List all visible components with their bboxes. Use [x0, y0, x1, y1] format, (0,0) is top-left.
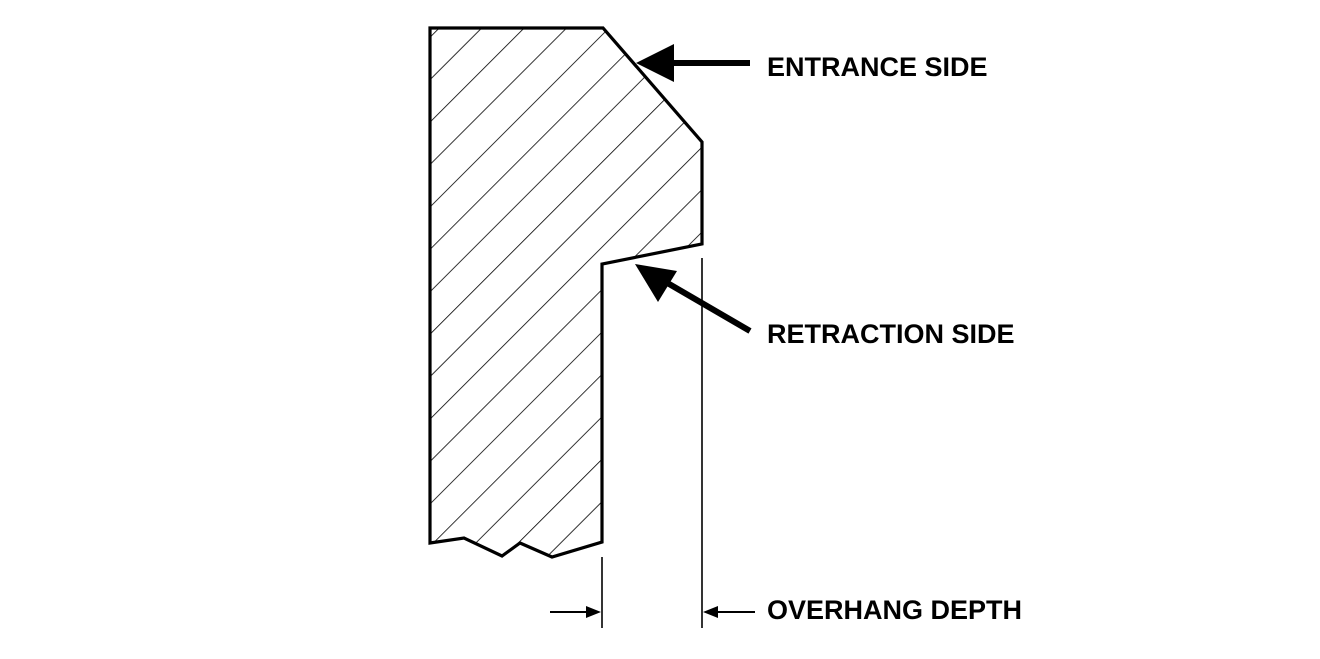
entrance-side-arrow: [636, 44, 750, 82]
part-cross-section: [428, 26, 704, 559]
overhang-depth-label: OVERHANG DEPTH: [767, 595, 1022, 625]
overhang-depth-dimension: [550, 258, 755, 628]
entrance-side-label: ENTRANCE SIDE: [767, 52, 988, 82]
retraction-side-arrow: [635, 264, 752, 334]
retraction-side-label: RETRACTION SIDE: [767, 319, 1015, 349]
